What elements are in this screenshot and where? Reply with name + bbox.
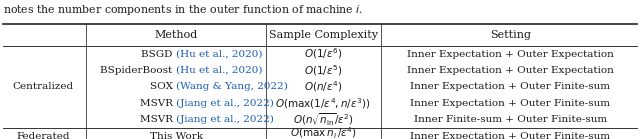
Text: (Hu et al., 2020): (Hu et al., 2020): [176, 66, 262, 75]
Text: Inner Expectation + Outer Finite-sum: Inner Expectation + Outer Finite-sum: [410, 82, 611, 91]
Text: MSVR: MSVR: [140, 99, 176, 108]
Text: Method: Method: [154, 30, 198, 40]
Text: Inner Expectation + Outer Expectation: Inner Expectation + Outer Expectation: [407, 66, 614, 75]
Text: Inner Expectation + Outer Expectation: Inner Expectation + Outer Expectation: [407, 50, 614, 59]
Text: (Jiang et al., 2022): (Jiang et al., 2022): [176, 99, 274, 108]
Text: $O(\max_i\, n_i/\epsilon^4)$: $O(\max_i\, n_i/\epsilon^4)$: [290, 125, 356, 139]
Text: Sample Complexity: Sample Complexity: [269, 30, 378, 40]
Text: BSpiderBoost: BSpiderBoost: [100, 66, 176, 75]
Text: $O(1/\epsilon^5)$: $O(1/\epsilon^5)$: [304, 63, 342, 78]
Text: Inner Expectation + Outer Finite-sum: Inner Expectation + Outer Finite-sum: [410, 99, 611, 108]
Text: (Wang & Yang, 2022): (Wang & Yang, 2022): [176, 82, 288, 91]
Text: $O(n/\epsilon^4)$: $O(n/\epsilon^4)$: [304, 80, 342, 94]
Text: BSGD: BSGD: [141, 50, 176, 59]
Text: (Jiang et al., 2022): (Jiang et al., 2022): [176, 115, 274, 124]
Text: SOX: SOX: [150, 82, 176, 91]
Text: Inner Expectation + Outer Finite-sum: Inner Expectation + Outer Finite-sum: [410, 132, 611, 139]
Text: MSVR: MSVR: [140, 115, 176, 124]
Text: notes the number components in the outer function of machine $i$.: notes the number components in the outer…: [3, 3, 364, 18]
Text: $O(1/\epsilon^6)$: $O(1/\epsilon^6)$: [304, 47, 342, 61]
Text: Federated: Federated: [17, 132, 70, 139]
Text: Setting: Setting: [490, 30, 531, 40]
Text: (Hu et al., 2020): (Hu et al., 2020): [176, 50, 262, 59]
Text: This Work: This Work: [150, 132, 202, 139]
Text: $O(n\sqrt{n_{\mathrm{in}}}/\epsilon^2)$: $O(n\sqrt{n_{\mathrm{in}}}/\epsilon^2)$: [292, 112, 354, 128]
Text: Inner Finite-sum + Outer Finite-sum: Inner Finite-sum + Outer Finite-sum: [414, 115, 607, 124]
Text: Centralized: Centralized: [13, 82, 74, 91]
Text: $O(\max(1/\epsilon^4, n/\epsilon^3))$: $O(\max(1/\epsilon^4, n/\epsilon^3))$: [275, 96, 371, 111]
